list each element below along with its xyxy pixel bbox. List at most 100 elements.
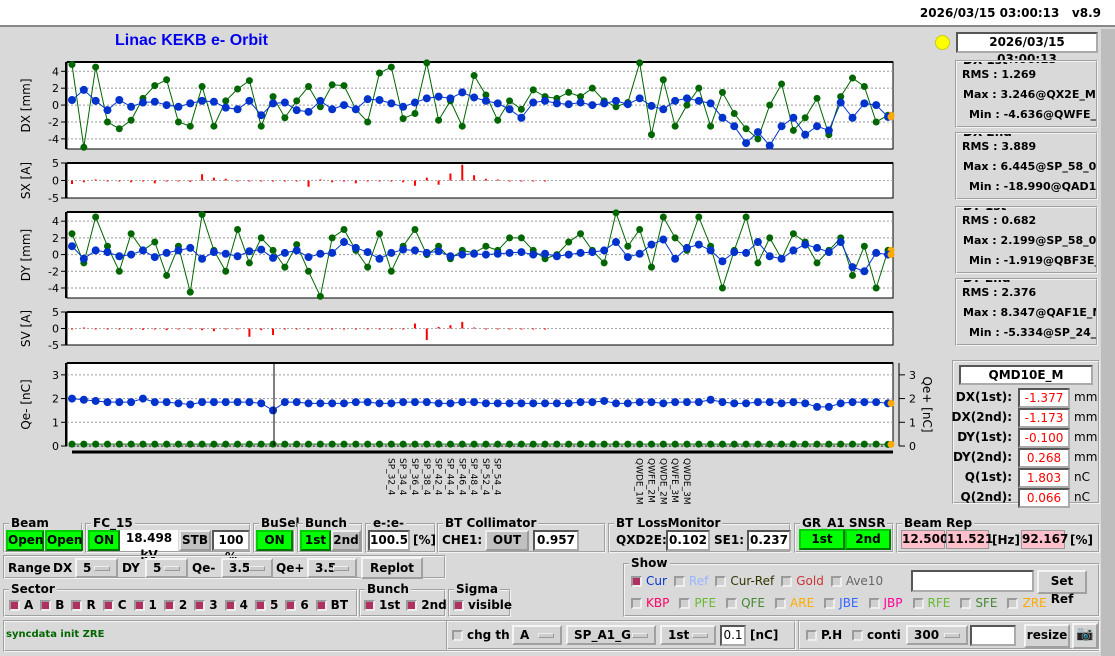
sector-checkbox[interactable]: B xyxy=(40,598,64,612)
gr-2nd[interactable]: 2nd xyxy=(845,529,891,550)
sector-checkbox[interactable]: 3 xyxy=(194,598,218,612)
range-dx-select[interactable]: 5 xyxy=(75,558,118,578)
first-bunch-point xyxy=(753,128,762,137)
resize-button[interactable]: resize xyxy=(1024,624,1070,648)
show-checkbox[interactable]: Cur-Ref xyxy=(715,574,774,588)
first-bunch-point xyxy=(198,398,207,407)
first-bunch-point xyxy=(564,100,573,109)
sector-checkbox[interactable]: C xyxy=(102,598,127,612)
count-select[interactable]: 300 xyxy=(906,625,968,645)
scrollbar[interactable] xyxy=(1101,29,1115,656)
chg-sector-select[interactable]: A xyxy=(512,625,562,645)
show-checkbox[interactable]: ZRE xyxy=(1007,596,1047,610)
camera-icon[interactable]: 📷 xyxy=(1072,623,1098,649)
first-bunch-point xyxy=(233,252,242,261)
second-bunch-point xyxy=(683,101,691,109)
bunch-dropdown[interactable]: 1st xyxy=(660,625,716,645)
ph-checkbox[interactable]: P.H xyxy=(806,628,842,642)
second-bunch-point xyxy=(659,440,667,448)
steering-bar xyxy=(272,328,275,336)
show-checkbox[interactable]: Ref xyxy=(673,574,708,588)
first-bunch-point xyxy=(221,249,230,258)
second-bunch-point xyxy=(92,440,100,448)
first-bunch-point xyxy=(765,141,774,150)
busel-on[interactable]: ON xyxy=(256,530,293,551)
monitor-label: DX(1st): xyxy=(955,390,1012,404)
sigma-label: Sigma xyxy=(454,582,500,596)
sigma-visible-checkbox[interactable]: visible xyxy=(453,598,512,612)
sector-checkbox[interactable]: R xyxy=(71,598,96,612)
x-tick-label: SP_46_4 xyxy=(456,458,466,496)
beam-gate-b[interactable]: Open xyxy=(45,530,83,551)
bunch-checkbox[interactable]: 2nd xyxy=(406,598,447,612)
second-bunch-point xyxy=(245,77,253,85)
se1-value: 0.237 xyxy=(747,530,791,551)
bunch-select-label: Bunch xyxy=(365,582,411,596)
chg-th-checkbox[interactable]: chg th xyxy=(452,628,510,642)
steering-bar xyxy=(189,180,192,182)
second-bunch-point xyxy=(245,259,253,267)
second-bunch-point xyxy=(364,263,372,271)
second-bunch-point xyxy=(234,226,242,234)
first-bunch-point xyxy=(91,96,100,105)
show-checkbox[interactable]: RFE xyxy=(912,596,950,610)
second-bunch-point xyxy=(671,122,679,130)
first-bunch-point xyxy=(127,398,136,407)
range-dy-select[interactable]: 5 xyxy=(145,558,188,578)
first-bunch-point xyxy=(872,398,881,407)
count-input[interactable] xyxy=(970,625,1016,646)
sector-checkbox[interactable]: BT xyxy=(315,598,348,612)
gr-snsr-label: GR_A1 SNSR xyxy=(800,516,888,530)
beam-gate-a[interactable]: Open xyxy=(6,530,44,551)
gr-1st[interactable]: 1st xyxy=(799,529,845,550)
replot-button[interactable]: Replot xyxy=(361,557,423,579)
sector-checkbox[interactable]: 2 xyxy=(163,598,187,612)
second-bunch-point xyxy=(174,118,182,126)
sector-checkbox[interactable]: 6 xyxy=(285,598,309,612)
second-bunch-point xyxy=(186,440,194,448)
bunch-1st[interactable]: 1st xyxy=(300,530,331,551)
set-ref-button[interactable]: Set Ref xyxy=(1037,570,1087,606)
second-bunch-point xyxy=(754,259,762,267)
show-checkbox[interactable]: Gold xyxy=(781,574,824,588)
second-bunch-point xyxy=(860,440,868,448)
show-checkbox[interactable]: Ave10 xyxy=(830,574,883,588)
y2-tick-label: 2 xyxy=(909,393,916,406)
threshold-input[interactable]: 0.1 xyxy=(720,625,746,646)
first-bunch-point xyxy=(694,240,703,249)
show-checkbox[interactable]: QFE xyxy=(726,596,765,610)
monitor-select[interactable]: SP_A1_G xyxy=(566,625,656,645)
range-qm-select[interactable]: 3.5 xyxy=(221,558,273,578)
stats-max: Max : 3.246@QX2E_M xyxy=(963,88,1096,101)
show-checkbox[interactable]: JBE xyxy=(824,596,859,610)
second-bunch-point xyxy=(636,59,644,67)
sector-checkbox[interactable]: A xyxy=(9,598,33,612)
monitor-unit: mm xyxy=(1074,390,1098,404)
show-checkbox[interactable]: KBP xyxy=(631,596,669,610)
second-bunch-point xyxy=(517,105,525,113)
show-checkbox[interactable]: PFE xyxy=(679,596,716,610)
sector-checkbox[interactable]: 1 xyxy=(133,598,157,612)
second-bunch-point xyxy=(269,246,277,254)
first-bunch-point xyxy=(742,139,751,148)
show-checkbox[interactable]: ARE xyxy=(775,596,814,610)
first-bunch-point xyxy=(694,96,703,105)
x-tick-label: QWDE_2M xyxy=(657,458,667,505)
range-qp-select[interactable]: 3.5 xyxy=(307,558,357,578)
sector-checkbox[interactable]: 5 xyxy=(254,598,278,612)
show-checkbox[interactable]: Cur xyxy=(631,574,667,588)
fc15-on[interactable]: ON xyxy=(88,530,120,551)
conti-checkbox[interactable]: conti xyxy=(852,628,901,642)
steering-bar xyxy=(236,180,239,182)
sector-checkbox[interactable]: 4 xyxy=(224,598,248,612)
first-bunch-point xyxy=(221,103,230,112)
steering-bar xyxy=(82,327,85,329)
second-bunch-point xyxy=(305,267,313,275)
first-bunch-point xyxy=(446,399,455,408)
bunch-2nd[interactable]: 2nd xyxy=(331,530,361,551)
show-checkbox[interactable]: JBP xyxy=(868,596,903,610)
y-tick-label: 4 xyxy=(52,215,59,228)
show-checkbox[interactable]: SFE xyxy=(960,596,997,610)
ref-file-input[interactable] xyxy=(911,570,1034,592)
bunch-checkbox[interactable]: 1st xyxy=(364,598,400,612)
